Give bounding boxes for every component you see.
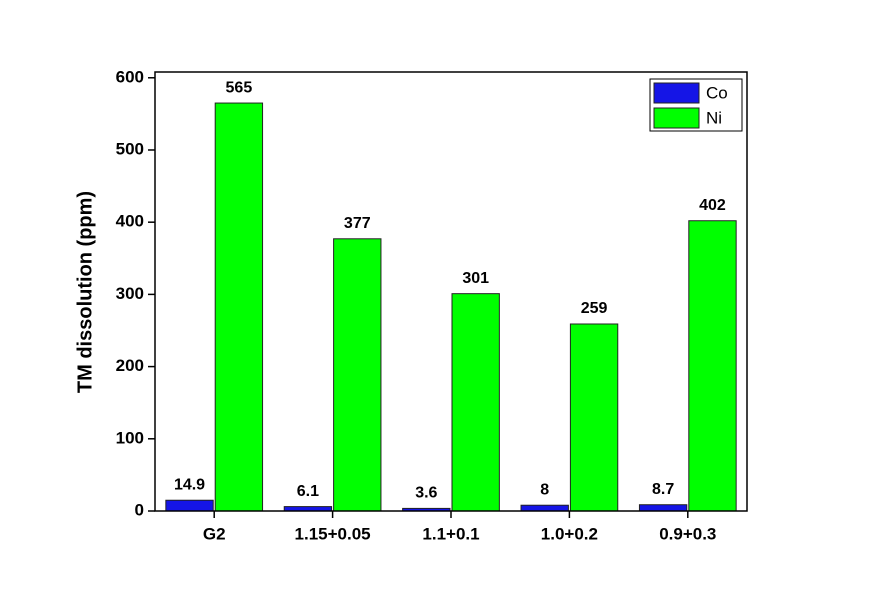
legend-swatch (653, 82, 700, 104)
bar (165, 499, 214, 512)
value-label: 259 (581, 300, 608, 317)
x-tick-label: 0.9+0.3 (659, 524, 716, 543)
x-tick-label: 1.15+0.05 (295, 524, 371, 543)
bar (520, 504, 569, 512)
y-tick-label: 500 (116, 139, 144, 158)
y-tick-label: 600 (116, 67, 144, 86)
value-label: 14.9 (174, 476, 205, 493)
bar (638, 504, 688, 512)
y-tick-label: 200 (116, 356, 144, 375)
y-tick-label: 300 (116, 284, 144, 303)
y-tick-label: 0 (135, 500, 144, 519)
value-label: 6.1 (297, 483, 319, 500)
bar (214, 102, 264, 512)
value-label: 8 (540, 481, 549, 498)
y-axis-label: TM dissolution (ppm) (74, 191, 96, 393)
value-label: 3.6 (415, 485, 437, 502)
value-label: 565 (226, 79, 253, 96)
bar (688, 220, 737, 512)
legend-swatch (653, 107, 700, 129)
x-tick-label: 1.0+0.2 (541, 524, 598, 543)
bar (333, 238, 382, 512)
x-tick-label: G2 (203, 524, 226, 543)
legend-label: Co (706, 83, 728, 102)
value-label: 8.7 (652, 481, 674, 498)
bar (569, 323, 619, 512)
value-label: 377 (344, 215, 371, 232)
y-tick-label: 100 (116, 428, 144, 447)
value-label: 301 (462, 270, 489, 287)
x-tick-label: 1.1+0.1 (422, 524, 479, 543)
plot-frame (154, 71, 748, 512)
y-tick-label: 400 (116, 212, 144, 231)
legend-label: Ni (706, 108, 722, 127)
bar (451, 293, 500, 512)
value-label: 402 (699, 197, 726, 214)
